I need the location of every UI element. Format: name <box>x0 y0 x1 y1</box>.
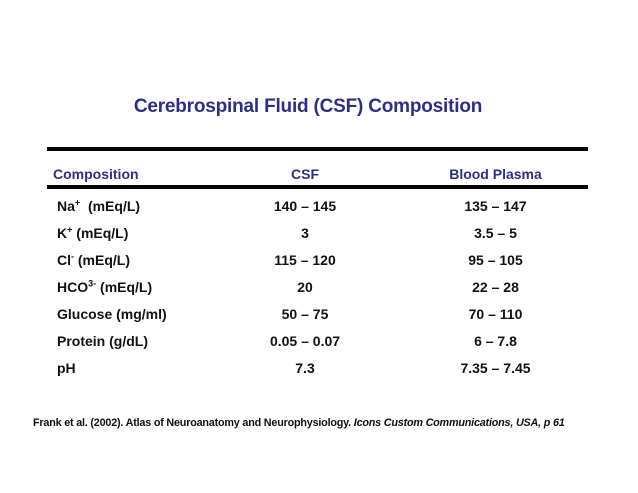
column-header-composition: Composition <box>53 166 139 182</box>
table-body: Na+ (mEq/L) 140 – 145 135 – 147 K+ (mEq/… <box>47 189 588 381</box>
table-row-chloride: Cl- (mEq/L) 115 – 120 95 – 105 <box>47 246 588 273</box>
citation-footer: Frank et al. (2002). Atlas of Neuroanato… <box>33 417 565 429</box>
plasma-value: 135 – 147 <box>464 197 527 214</box>
page-title: Cerebrospinal Fluid (CSF) Composition <box>133 96 483 117</box>
csf-value: 115 – 120 <box>274 251 336 268</box>
plasma-value: 70 – 110 <box>468 305 523 322</box>
row-label: K+ (mEq/L) <box>57 223 129 241</box>
plasma-value: 95 – 105 <box>468 251 523 268</box>
row-label: Cl- (mEq/L) <box>57 250 130 268</box>
citation-source: Icons Custom Communications, USA, p 61 <box>353 417 565 429</box>
table-row-sodium: Na+ (mEq/L) 140 – 145 135 – 147 <box>47 192 588 219</box>
csf-value: 0.05 – 0.07 <box>269 332 341 349</box>
table-row-glucose: Glucose (mg/ml) 50 – 75 70 – 110 <box>47 300 588 327</box>
row-label: Na+ (mEq/L) <box>57 196 141 214</box>
csf-composition-table: Composition CSF Blood Plasma Na+ (mEq/L)… <box>47 147 588 381</box>
plasma-value: 6 – 7.8 <box>474 332 517 349</box>
column-header-blood-plasma: Blood Plasma <box>449 166 542 182</box>
plasma-value: 3.5 – 5 <box>474 224 517 241</box>
plasma-value: 7.35 – 7.45 <box>460 359 531 376</box>
table-row-bicarbonate: HCO3- (mEq/L) 20 22 – 28 <box>47 273 588 300</box>
table-header-rule <box>47 185 588 189</box>
table-row-ph: pH 7.3 7.35 – 7.45 <box>47 354 588 381</box>
row-label: Glucose (mg/ml) <box>57 305 167 322</box>
csf-value: 140 – 145 <box>273 197 337 214</box>
column-header-csf: CSF <box>291 166 319 182</box>
csf-value: 3 <box>301 224 309 241</box>
plasma-value: 22 – 28 <box>472 278 519 295</box>
row-label: HCO3- (mEq/L) <box>57 277 153 295</box>
table-header-row: Composition CSF Blood Plasma <box>47 151 588 185</box>
citation-text: Frank et al. (2002). Atlas of Neuroanato… <box>33 417 354 429</box>
table-row-potassium: K+ (mEq/L) 3 3.5 – 5 <box>47 219 588 246</box>
csf-value: 50 – 75 <box>281 305 329 322</box>
table-row-protein: Protein (g/dL) 0.05 – 0.07 6 – 7.8 <box>47 327 588 354</box>
row-label: Protein (g/dL) <box>57 332 148 349</box>
table-top-rule <box>47 147 588 151</box>
csf-value: 20 <box>297 278 313 295</box>
row-label: pH <box>57 359 76 376</box>
csf-value: 7.3 <box>295 359 315 376</box>
